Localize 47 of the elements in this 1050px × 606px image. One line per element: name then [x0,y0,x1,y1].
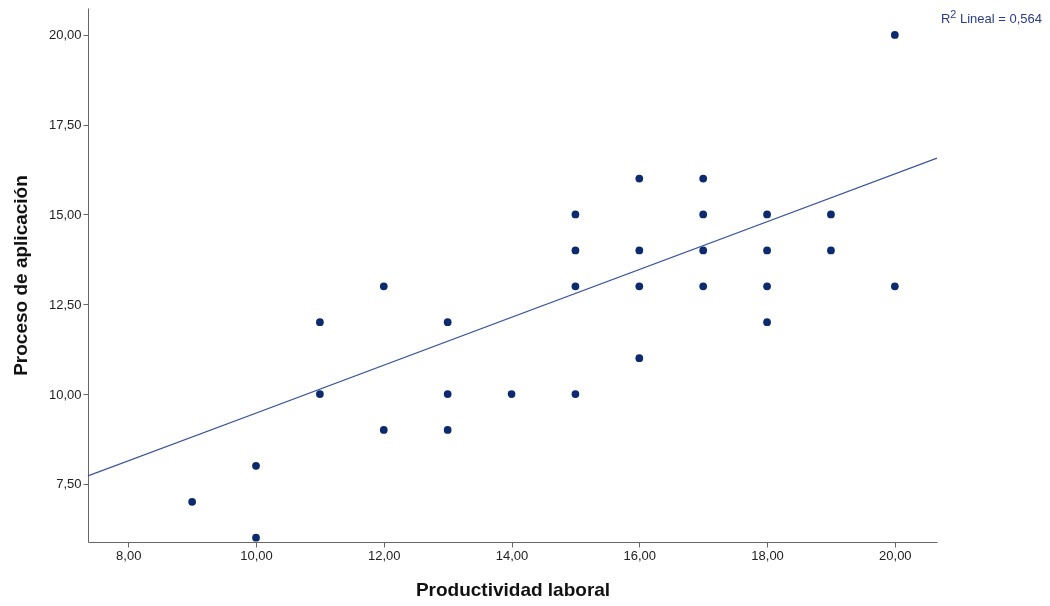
point [763,210,771,219]
y-tick-label: 12,50 [48,296,82,312]
y-tick-label: 17,50 [48,117,82,133]
x-tick-label: 20,00 [879,547,912,563]
point [763,246,771,255]
x-tick-label: 12,00 [368,547,401,563]
y-tick-label: 7,50 [56,476,82,492]
point [188,497,196,506]
point [699,210,708,219]
y-tick-label: 20,00 [48,27,82,43]
x-tick-label: 10,00 [240,547,273,563]
text: R$^{2}$ Lineal = 0,564 [940,8,1042,27]
x-tick-label: 18,00 [751,547,784,563]
point [443,318,452,327]
point [635,174,644,183]
y-tick-label: 10,00 [48,386,82,402]
point [699,174,708,183]
point [507,390,516,398]
point [379,426,388,434]
x-tick-label: 14,00 [495,547,529,563]
point [316,390,324,398]
point [316,318,324,327]
point [571,282,580,291]
point [890,31,899,39]
point [827,210,835,219]
point [635,282,644,291]
point [763,282,771,291]
x-axis-title: Productividad laboral [415,578,611,600]
point [827,246,835,255]
point [699,246,708,255]
point [252,533,260,542]
point [699,282,708,291]
point [379,282,388,291]
point [635,246,644,255]
point [571,246,580,255]
point [763,318,771,327]
x-tick-label: 8,00 [116,547,142,563]
y-axis-title: Proceso de aplicación [9,175,31,376]
point [443,390,452,398]
point [890,282,899,291]
y-tick-label: 15,00 [48,206,82,222]
point [571,390,580,398]
point [635,354,644,362]
x-tick-label: 16,00 [623,547,657,563]
point [252,462,260,470]
point [571,210,580,219]
point [443,426,452,434]
